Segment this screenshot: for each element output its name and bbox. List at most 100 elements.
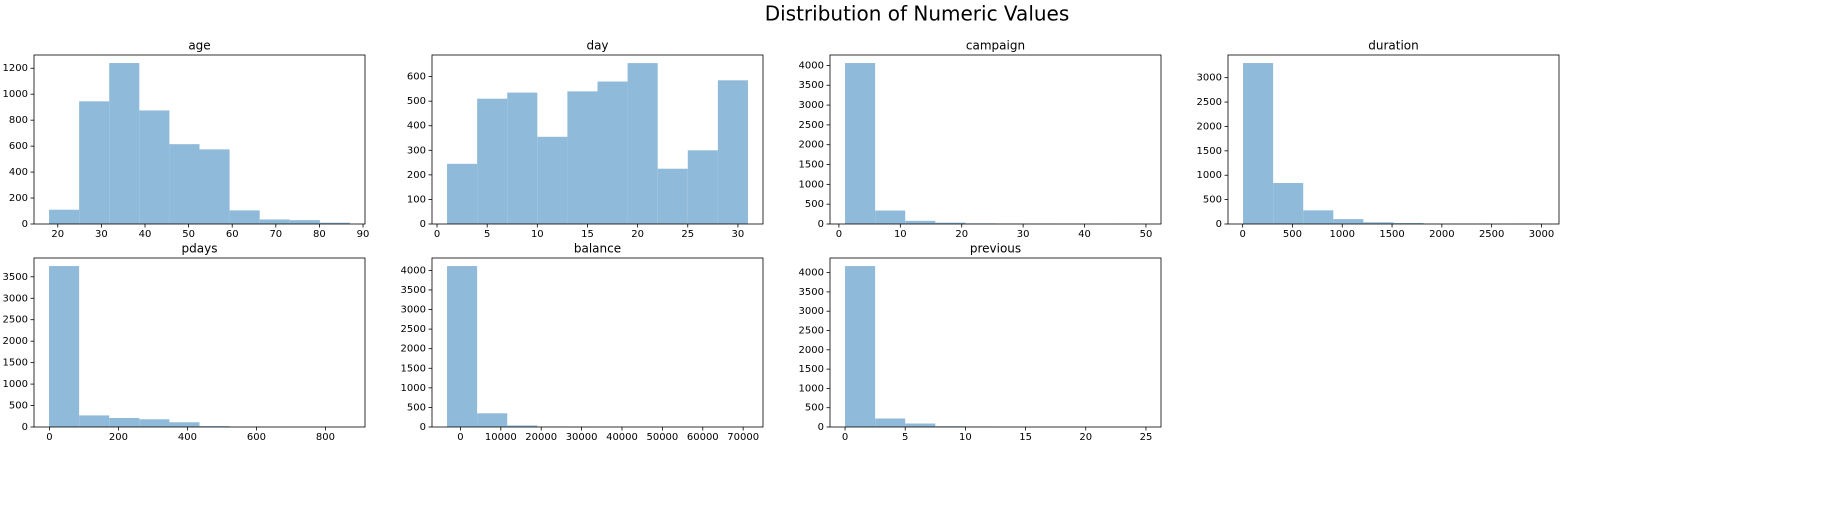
x-tick-label: 0 bbox=[842, 432, 848, 443]
x-tick-label: 2500 bbox=[1479, 229, 1504, 240]
x-tick-label: 20000 bbox=[525, 432, 557, 443]
y-tick-label: 3500 bbox=[799, 80, 824, 91]
x-tick-label: 20 bbox=[51, 229, 64, 240]
bar bbox=[1273, 183, 1304, 224]
y-tick-label: 4000 bbox=[799, 60, 824, 71]
axes-frame bbox=[33, 257, 366, 428]
y-tick-label: 3000 bbox=[799, 306, 824, 317]
axes-frame bbox=[33, 54, 366, 225]
y-tick-label: 500 bbox=[407, 96, 426, 107]
x-tick-label: 1500 bbox=[1379, 229, 1404, 240]
bar bbox=[199, 149, 230, 224]
y-tick-label: 0 bbox=[420, 422, 426, 433]
subplot-title: previous bbox=[970, 242, 1021, 256]
x-tick-label: 15 bbox=[581, 229, 594, 240]
bar bbox=[845, 266, 876, 427]
subplot-title: balance bbox=[574, 242, 621, 256]
bar bbox=[935, 222, 966, 224]
y-tick-label: 2000 bbox=[799, 345, 824, 356]
y-tick-label: 1000 bbox=[3, 379, 28, 390]
bar bbox=[477, 413, 508, 427]
y-tick-label: 1500 bbox=[799, 364, 824, 375]
subplot-title: age bbox=[188, 39, 210, 53]
x-tick-label: 30 bbox=[95, 229, 108, 240]
y-tick-label: 4000 bbox=[401, 265, 426, 276]
x-tick-label: 500 bbox=[1283, 229, 1302, 240]
x-tick-label: 0 bbox=[434, 229, 440, 240]
x-tick-label: 50 bbox=[182, 229, 195, 240]
x-tick-label: 60000 bbox=[687, 432, 719, 443]
bar bbox=[109, 417, 140, 427]
x-tick-label: 20 bbox=[631, 229, 644, 240]
x-tick-label: 40 bbox=[139, 229, 152, 240]
subplot-title: pdays bbox=[182, 242, 218, 256]
x-tick-label: 10 bbox=[531, 229, 544, 240]
y-tick-label: 300 bbox=[407, 145, 426, 156]
x-tick-label: 50000 bbox=[646, 432, 678, 443]
x-tick-label: 10 bbox=[959, 432, 972, 443]
x-tick-label: 800 bbox=[316, 432, 335, 443]
y-tick-label: 3000 bbox=[1197, 73, 1222, 84]
y-tick-label: 1000 bbox=[401, 383, 426, 394]
x-tick-label: 10000 bbox=[485, 432, 517, 443]
y-tick-label: 1000 bbox=[799, 179, 824, 190]
x-tick-label: 2000 bbox=[1429, 229, 1454, 240]
x-tick-label: 90 bbox=[357, 229, 370, 240]
y-tick-label: 100 bbox=[407, 194, 426, 205]
y-tick-label: 200 bbox=[9, 193, 28, 204]
x-tick-label: 80 bbox=[313, 229, 326, 240]
bar bbox=[49, 209, 80, 224]
y-tick-label: 2500 bbox=[799, 326, 824, 337]
bar bbox=[319, 222, 350, 224]
x-tick-label: 20 bbox=[955, 229, 968, 240]
figure-title: Distribution of Numeric Values bbox=[765, 2, 1070, 26]
y-tick-label: 500 bbox=[407, 402, 426, 413]
x-tick-label: 1000 bbox=[1330, 229, 1355, 240]
axes-frame bbox=[431, 54, 764, 225]
subplot-title: day bbox=[586, 39, 608, 53]
bar bbox=[49, 266, 80, 427]
y-tick-label: 0 bbox=[1216, 219, 1222, 230]
bar bbox=[845, 63, 876, 224]
x-tick-label: 70 bbox=[269, 229, 282, 240]
y-tick-label: 1000 bbox=[3, 89, 28, 100]
bar bbox=[875, 210, 906, 224]
y-tick-label: 3000 bbox=[799, 100, 824, 111]
bar bbox=[477, 98, 508, 224]
bar bbox=[109, 63, 140, 224]
y-tick-label: 200 bbox=[407, 170, 426, 181]
y-tick-label: 0 bbox=[420, 219, 426, 230]
bar bbox=[1303, 210, 1334, 224]
y-tick-label: 400 bbox=[9, 167, 28, 178]
x-tick-label: 40 bbox=[1078, 229, 1091, 240]
bar bbox=[199, 426, 230, 427]
x-tick-label: 3000 bbox=[1529, 229, 1554, 240]
y-tick-label: 3500 bbox=[3, 272, 28, 283]
x-tick-label: 70000 bbox=[727, 432, 759, 443]
y-tick-label: 3000 bbox=[3, 293, 28, 304]
x-tick-label: 0 bbox=[46, 432, 52, 443]
y-tick-label: 600 bbox=[407, 72, 426, 83]
x-tick-label: 50 bbox=[1140, 229, 1153, 240]
axes-frame bbox=[829, 54, 1162, 225]
y-tick-label: 1500 bbox=[799, 160, 824, 171]
bar bbox=[229, 210, 260, 224]
y-tick-label: 1500 bbox=[3, 358, 28, 369]
x-tick-label: 200 bbox=[109, 432, 128, 443]
y-tick-label: 600 bbox=[9, 141, 28, 152]
bar bbox=[627, 63, 658, 224]
x-tick-label: 30 bbox=[732, 229, 745, 240]
y-tick-label: 500 bbox=[9, 401, 28, 412]
bar bbox=[875, 418, 906, 427]
bar bbox=[657, 168, 688, 224]
bar bbox=[169, 422, 200, 427]
bar bbox=[79, 101, 110, 224]
bar bbox=[905, 220, 936, 224]
x-tick-label: 20 bbox=[1079, 432, 1092, 443]
bar bbox=[259, 219, 290, 224]
y-tick-label: 4000 bbox=[799, 268, 824, 279]
y-tick-label: 3500 bbox=[799, 287, 824, 298]
y-tick-label: 800 bbox=[9, 115, 28, 126]
axes-frame bbox=[431, 257, 764, 428]
